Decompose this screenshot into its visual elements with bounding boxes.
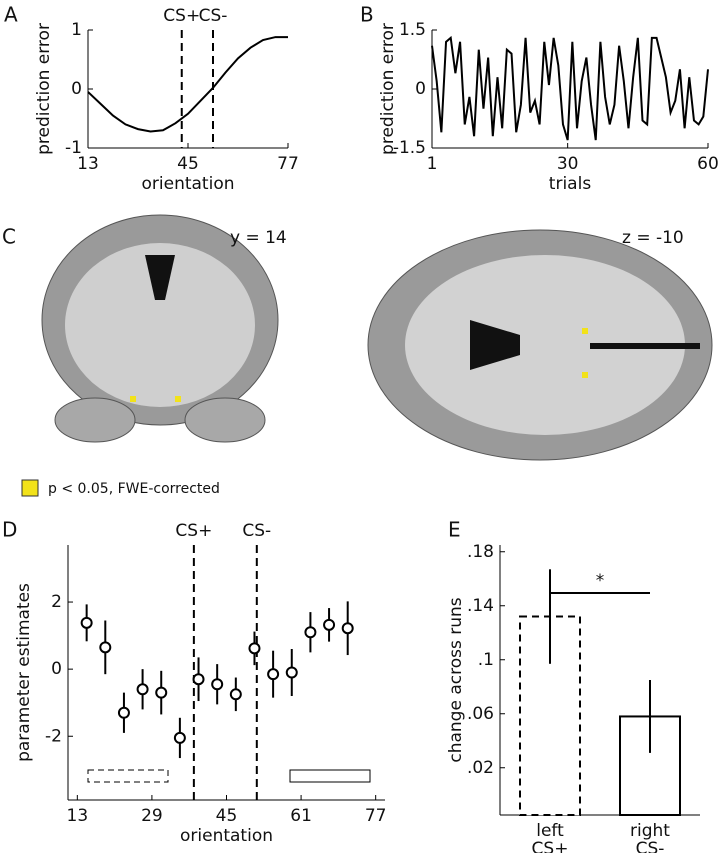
y-tick-label: 2	[51, 592, 62, 612]
annotation: CS+	[175, 521, 212, 541]
panel-label: E	[448, 518, 461, 542]
y-tick-label: .18	[467, 542, 494, 562]
point	[173, 731, 186, 744]
x-tick-label: 45	[216, 806, 238, 826]
point	[304, 626, 317, 639]
x-tick-label: 45	[177, 154, 199, 174]
y-tick-label: -2	[45, 726, 62, 746]
point	[248, 642, 261, 655]
point	[80, 616, 93, 629]
point	[192, 673, 205, 686]
annotation: CS-	[242, 521, 271, 541]
line	[431, 35, 709, 141]
annotation: CS-	[199, 6, 228, 26]
x-tick-label: 77	[365, 806, 387, 826]
y-axis-label: prediction error	[34, 23, 54, 155]
x-tick-label: 30	[557, 154, 579, 174]
panel-label: C	[2, 225, 16, 249]
range-box	[87, 769, 169, 783]
point	[229, 688, 242, 701]
point	[99, 641, 112, 654]
y-tick-label: 0	[415, 79, 426, 99]
line	[87, 36, 288, 133]
legend-swatch	[21, 479, 39, 497]
x-axis-label: orientation	[180, 826, 273, 846]
point	[323, 618, 336, 631]
x-tick-label: 29	[141, 806, 163, 826]
y-tick-label: .14	[467, 596, 494, 616]
coronal-label: y = 14	[230, 228, 287, 248]
x-axis-label: trials	[549, 174, 592, 194]
x-tick-label: 61	[290, 806, 312, 826]
y-tick-label: .1	[478, 650, 494, 670]
y-axis-label: change across runs	[446, 597, 466, 762]
y-tick-label: 0	[71, 79, 82, 99]
x-axis-label: orientation	[142, 174, 235, 194]
y-tick-label: 0	[51, 659, 62, 679]
significance: *	[596, 571, 605, 591]
range-box	[289, 769, 371, 783]
y-tick-label: 1.5	[399, 20, 426, 40]
coronal-brain	[41, 214, 279, 443]
x-tick-label: 77	[277, 154, 299, 174]
point	[211, 678, 224, 691]
axial-brain	[367, 229, 713, 461]
point	[136, 683, 149, 696]
point	[267, 668, 280, 681]
annotation: CS+	[163, 6, 200, 26]
y-axis-label: prediction error	[378, 23, 398, 155]
point	[117, 706, 130, 719]
y-tick-label: .02	[467, 758, 494, 778]
y-tick-label: 1	[71, 20, 82, 40]
x-tick-label: 13	[67, 806, 89, 826]
x-tick-label: 1	[427, 154, 438, 174]
y-tick-label: -1	[65, 138, 82, 158]
x-tick-label: 13	[77, 154, 99, 174]
legend-text: p < 0.05, FWE-corrected	[48, 481, 220, 497]
y-axis-label: parameter estimates	[14, 583, 34, 762]
x-tick-sublabel: CS+	[532, 839, 569, 853]
panel-label: B	[360, 3, 374, 27]
point	[155, 686, 168, 699]
point	[341, 622, 354, 635]
x-tick-label: left	[536, 821, 564, 841]
panel-label: A	[4, 3, 18, 27]
point	[285, 666, 298, 679]
panel-label: D	[2, 518, 17, 542]
y-tick-label: -1.5	[393, 138, 426, 158]
x-tick-label: 60	[697, 154, 719, 174]
y-tick-label: .06	[467, 704, 494, 724]
x-tick-sublabel: CS-	[636, 839, 665, 853]
axial-label: z = -10	[622, 228, 684, 248]
x-tick-label: right	[630, 821, 670, 841]
